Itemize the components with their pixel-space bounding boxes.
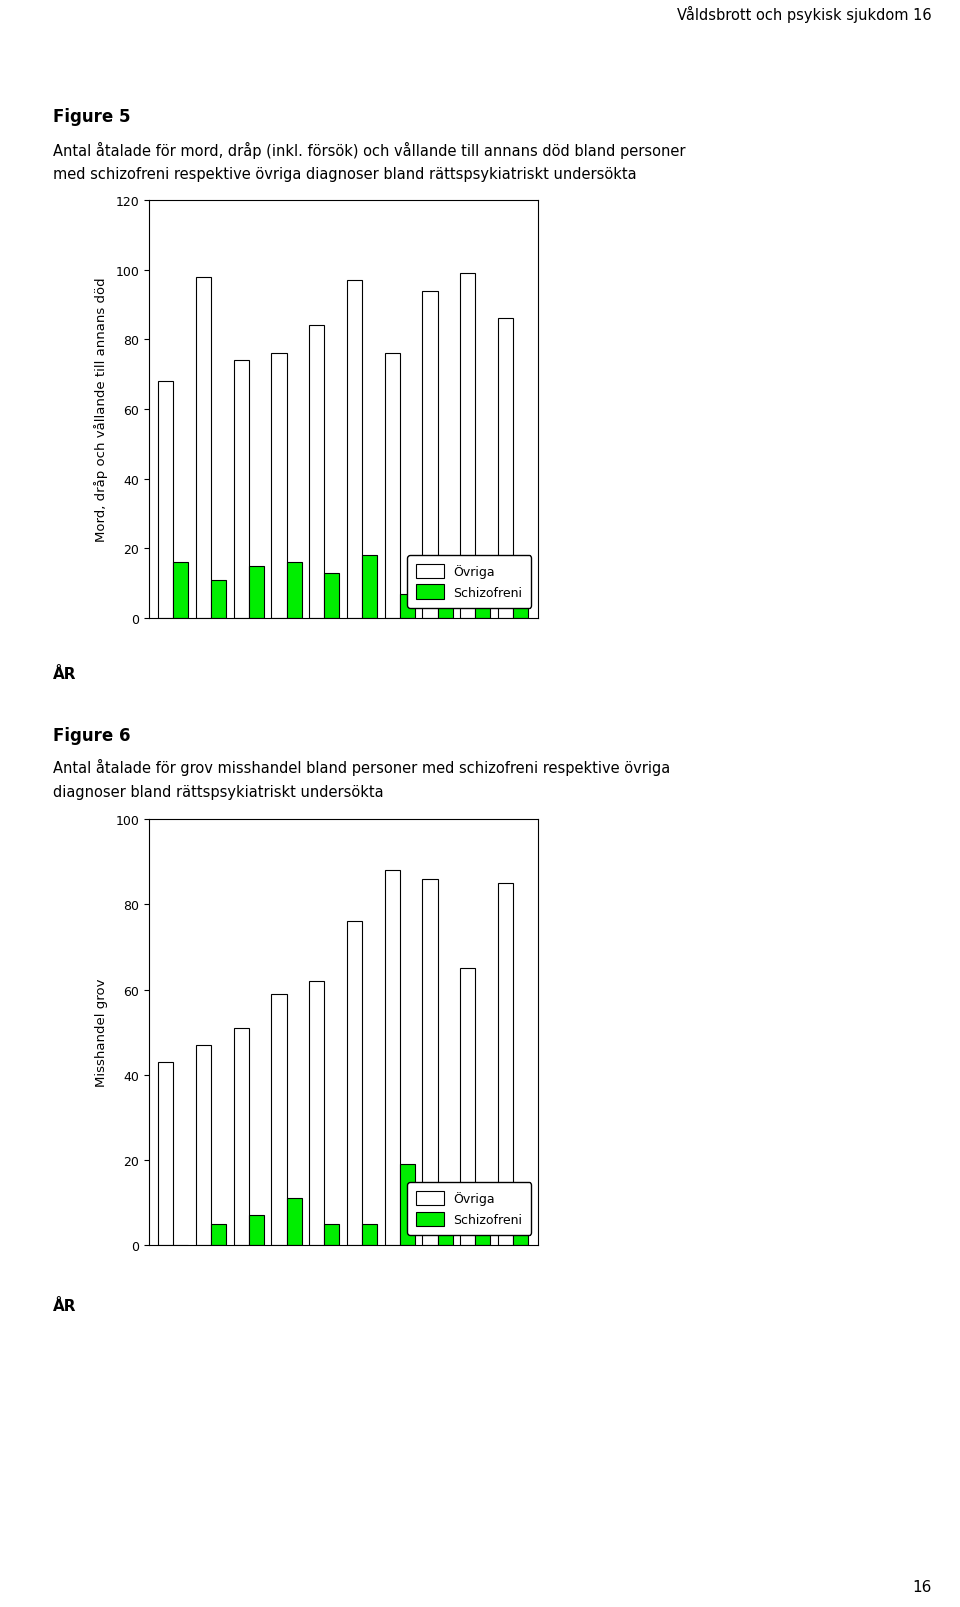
Bar xyxy=(158,382,174,619)
Bar xyxy=(287,1199,301,1245)
Text: Figure 6: Figure 6 xyxy=(53,726,131,744)
Bar xyxy=(211,1225,227,1245)
Bar xyxy=(362,556,377,619)
Bar xyxy=(287,562,301,619)
Bar xyxy=(324,1225,340,1245)
Bar xyxy=(513,1212,528,1245)
Text: ÅR: ÅR xyxy=(53,667,76,681)
Bar xyxy=(498,320,513,619)
Text: Figure 5: Figure 5 xyxy=(53,108,131,125)
Bar xyxy=(385,871,399,1245)
Bar xyxy=(438,1199,453,1245)
Bar xyxy=(422,879,438,1245)
Bar xyxy=(196,278,211,619)
Bar xyxy=(309,982,324,1245)
Legend: Övriga, Schizofreni: Övriga, Schizofreni xyxy=(407,556,531,609)
Bar xyxy=(174,562,188,619)
Bar xyxy=(249,1215,264,1245)
Bar xyxy=(347,922,362,1245)
Bar xyxy=(475,1191,491,1245)
Bar xyxy=(324,574,340,619)
Bar xyxy=(272,995,287,1245)
Bar xyxy=(385,354,399,619)
Y-axis label: Misshandel grov: Misshandel grov xyxy=(95,979,108,1086)
Bar xyxy=(438,570,453,619)
Bar xyxy=(460,273,475,619)
Bar xyxy=(362,1225,377,1245)
Text: 16: 16 xyxy=(912,1580,931,1594)
Bar xyxy=(211,580,227,619)
Bar xyxy=(513,591,528,619)
Text: diagnoser bland rättspsykiatriskt undersökta: diagnoser bland rättspsykiatriskt unders… xyxy=(53,784,383,799)
Bar xyxy=(475,591,491,619)
Bar xyxy=(498,884,513,1245)
Text: med schizofreni respektive övriga diagnoser bland rättspsykiatriskt undersökta: med schizofreni respektive övriga diagno… xyxy=(53,167,636,182)
Bar xyxy=(347,281,362,619)
Text: Antal åtalade för mord, dråp (inkl. försök) och vållande till annans död bland p: Antal åtalade för mord, dråp (inkl. förs… xyxy=(53,141,685,159)
Bar xyxy=(309,326,324,619)
Bar xyxy=(460,969,475,1245)
Text: ÅR: ÅR xyxy=(53,1298,76,1313)
Bar xyxy=(272,354,287,619)
Bar xyxy=(249,567,264,619)
Text: Antal åtalade för grov misshandel bland personer med schizofreni respektive övri: Antal åtalade för grov misshandel bland … xyxy=(53,759,670,776)
Bar xyxy=(158,1062,174,1245)
Bar xyxy=(196,1045,211,1245)
Bar xyxy=(233,1028,249,1245)
Text: Våldsbrott och psykisk sjukdom 16: Våldsbrott och psykisk sjukdom 16 xyxy=(677,5,931,22)
Legend: Övriga, Schizofreni: Övriga, Schizofreni xyxy=(407,1183,531,1234)
Y-axis label: Mord, dråp och vållande till annans död: Mord, dråp och vållande till annans död xyxy=(94,278,108,542)
Bar xyxy=(422,291,438,619)
Bar xyxy=(233,362,249,619)
Bar xyxy=(399,1165,415,1245)
Bar xyxy=(399,595,415,619)
